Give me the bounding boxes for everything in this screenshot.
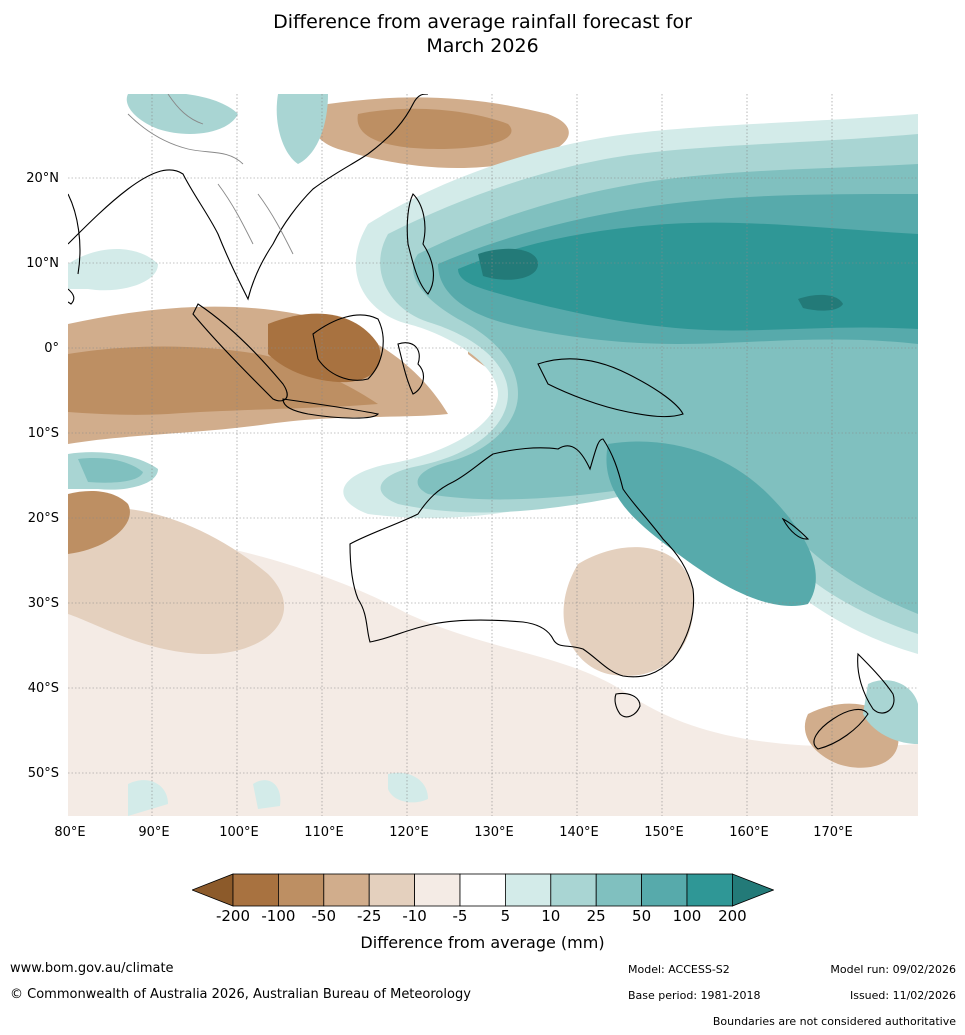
boundaries-disclaimer: Boundaries are not considered authoritat… (712, 1015, 956, 1028)
lon-label-150e: 150°E (644, 825, 684, 840)
lon-label-170e: 170°E (813, 825, 853, 840)
legend-tick-label: 100 (672, 907, 702, 925)
legend-cell (323, 873, 370, 907)
legend-colorbar (192, 873, 774, 907)
legend-cell (459, 873, 506, 907)
new-zealand-north-coast (857, 652, 895, 714)
legend-cell (232, 873, 279, 907)
legend-cell-below-min (192, 873, 234, 907)
java-coast (282, 398, 380, 419)
lat-label-30s: 30°S (27, 596, 59, 611)
lon-label-110e: 110°E (304, 825, 344, 840)
graticule (68, 94, 918, 816)
lat-label-20s: 20°S (27, 511, 59, 526)
legend-tick-label: 50 (632, 907, 652, 925)
legend-tick-label: 10 (541, 907, 561, 925)
map-canvas (68, 94, 918, 816)
asia-coast (68, 94, 429, 301)
legend-cell (504, 873, 552, 907)
new-zealand-south-coast (813, 708, 869, 750)
legend-cell (686, 873, 733, 907)
lon-label-160e: 160°E (729, 825, 769, 840)
lat-label-0: 0° (44, 341, 59, 356)
sulawesi-coast (397, 342, 424, 395)
legend-cell (550, 873, 597, 907)
australia-coast (349, 438, 695, 678)
lat-label-50s: 50°S (27, 766, 59, 781)
lon-label-80e: 80°E (54, 825, 86, 840)
website-text: www.bom.gov.au/climate (10, 961, 174, 976)
model-run-text: Model run: 09/02/2026 (830, 963, 956, 976)
legend-cell (414, 873, 461, 907)
legend-tick-label: 200 (718, 907, 747, 925)
map-title: Difference from average rainfall forecas… (0, 10, 965, 58)
lat-label-40s: 40°S (27, 681, 59, 696)
legend-cell-above-max (732, 873, 774, 907)
legend-tick-label: -25 (356, 907, 382, 925)
legend-tick-label: 5 (500, 907, 511, 925)
legend-cell (278, 873, 325, 907)
legend-tick-label: -200 (215, 907, 251, 925)
lon-label-130e: 130°E (474, 825, 514, 840)
model-text: Model: ACCESS-S2 (628, 963, 730, 976)
lon-label-120e: 120°E (389, 825, 429, 840)
legend-label: Difference from average (mm) (360, 933, 605, 952)
legend-tick-label: 25 (586, 907, 606, 925)
wet-anomaly-areas (68, 94, 918, 816)
lon-label-90e: 90°E (138, 825, 170, 840)
lat-label-10n: 10°N (26, 256, 59, 271)
legend-tick-label: -50 (311, 907, 337, 925)
new-guinea-coast (537, 358, 684, 418)
philippines-coast (406, 193, 434, 295)
india-coast (68, 193, 81, 275)
tasmania-coast (614, 692, 641, 718)
legend-cell (595, 873, 643, 907)
coastlines (68, 94, 895, 750)
legend-cell (368, 873, 415, 907)
issued-text: Issued: 11/02/2026 (849, 989, 956, 1002)
country-borders (127, 94, 294, 255)
base-period-text: Base period: 1981-2018 (628, 989, 761, 1002)
lat-label-10s: 10°S (27, 426, 59, 441)
rainfall-map (68, 94, 918, 816)
title-line-1: Difference from average rainfall forecas… (273, 11, 692, 33)
lon-label-100e: 100°E (219, 825, 259, 840)
copyright-text: © Commonwealth of Australia 2026, Austra… (10, 987, 471, 1002)
borneo-coast (312, 314, 384, 381)
lon-label-140e: 140°E (559, 825, 599, 840)
sri-lanka-coast (68, 288, 75, 305)
title-line-2: March 2026 (426, 35, 539, 57)
legend-tick-label: -5 (452, 907, 468, 925)
legend-cell (641, 873, 688, 907)
legend-tick-label: -10 (402, 907, 427, 925)
legend-tick-label: -100 (261, 907, 296, 925)
lat-label-20n: 20°N (26, 171, 59, 186)
new-caledonia-coast (781, 517, 810, 540)
